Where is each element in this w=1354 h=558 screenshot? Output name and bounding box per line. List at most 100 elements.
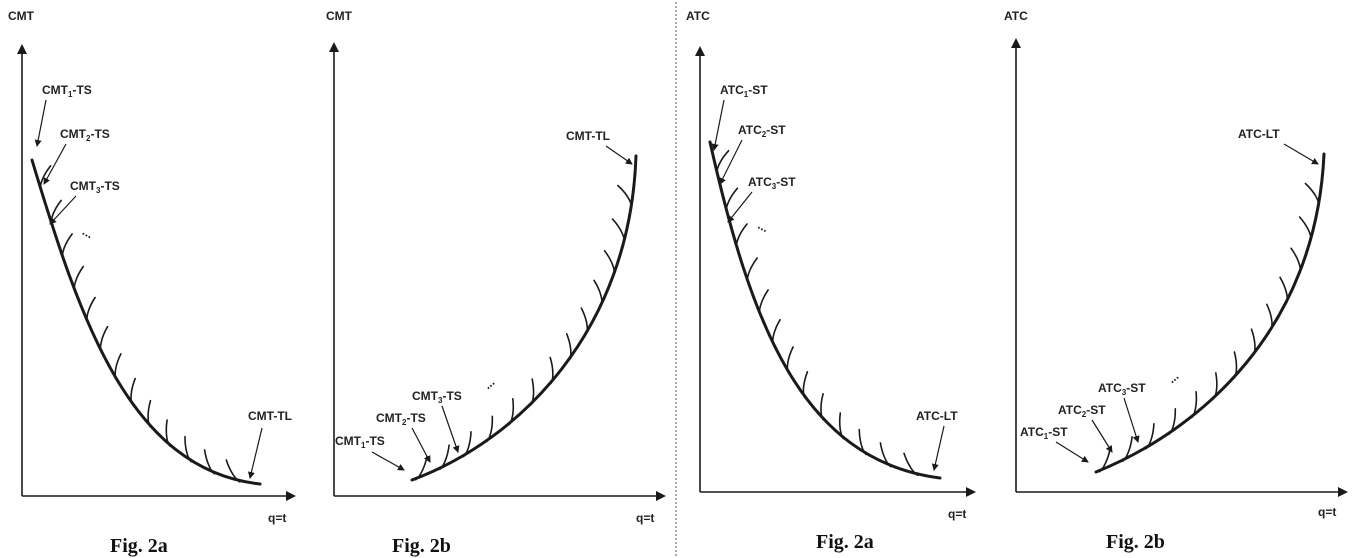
ellipsis: ...	[756, 218, 771, 235]
short-run-curve	[617, 184, 633, 209]
short-run-curve	[735, 223, 748, 249]
short-run-curve	[203, 449, 216, 475]
long-run-pointer	[605, 145, 633, 165]
short-run-curve	[486, 415, 494, 443]
pointer-1	[371, 451, 405, 471]
y-axis-label: CMT	[8, 9, 35, 23]
short-run-label-2: ATC2-ST	[1058, 403, 1106, 419]
panel-atc-decreasing: ATC q=t ATC1-ST ATC2-ST ATC3-ST ... ATC-…	[686, 9, 976, 553]
short-run-label-1: CMT1-TS	[335, 434, 385, 450]
x-axis-label: q=t	[948, 507, 966, 521]
short-run-curve	[1279, 276, 1289, 304]
pointer-2	[719, 139, 743, 185]
short-run-curve	[1168, 408, 1177, 435]
short-run-curve	[130, 377, 136, 406]
label-prefix: CMT	[42, 83, 69, 97]
short-run-curve	[73, 265, 85, 292]
short-run-curve	[549, 356, 554, 385]
long-run-curve	[410, 154, 638, 482]
short-run-curve	[611, 218, 625, 243]
short-run-curve	[1233, 351, 1238, 379]
pointer-1	[34, 99, 47, 147]
long-run-pointer	[931, 425, 945, 471]
short-run-curve	[716, 149, 730, 175]
short-run-label-3: CMT3-TS	[412, 389, 462, 405]
short-run-curve	[61, 233, 73, 259]
ellipsis: ...	[80, 224, 95, 241]
pointer-1	[711, 99, 725, 151]
short-run-curves	[716, 149, 919, 476]
short-run-curve	[165, 419, 171, 447]
short-run-curve	[802, 371, 809, 399]
short-run-curve	[1250, 328, 1256, 356]
short-run-curve	[746, 257, 758, 283]
short-run-curve	[39, 165, 52, 191]
long-run-label: ATC-LT	[916, 409, 958, 423]
ellipsis: ...	[1165, 369, 1182, 386]
short-run-curve	[786, 346, 794, 374]
short-run-curve	[603, 250, 616, 276]
y-axis-label: CMT	[326, 9, 353, 23]
short-run-label-1: ATC1-ST	[1020, 425, 1068, 441]
long-run-label: ATC-LT	[1238, 127, 1280, 141]
short-run-curve	[565, 333, 572, 361]
long-run-pointer	[1283, 143, 1319, 165]
figure-caption: Fig. 2b	[1106, 531, 1165, 553]
short-run-curve	[99, 325, 109, 353]
long-run-label: CMT-TL	[566, 129, 610, 143]
short-run-curve	[820, 393, 824, 421]
short-run-curve	[439, 444, 450, 471]
short-run-curve	[1145, 423, 1155, 450]
x-axis-label: q=t	[636, 511, 654, 525]
figure-caption: Fig. 2a	[816, 531, 874, 553]
short-run-curve	[1266, 303, 1273, 331]
short-run-curve	[838, 412, 845, 440]
short-run-curves	[39, 165, 241, 483]
short-run-curves	[1098, 182, 1320, 473]
long-run-curve	[708, 140, 942, 480]
short-run-curve	[1304, 182, 1320, 207]
short-run-curve	[86, 296, 96, 323]
short-run-curves	[415, 184, 633, 481]
long-run-curve	[30, 158, 262, 486]
short-run-curve	[758, 289, 769, 316]
short-run-curve	[879, 442, 892, 468]
short-run-curve	[903, 452, 919, 476]
short-run-label-2: ATC2-ST	[738, 123, 786, 139]
y-axis-label: ATC	[1004, 9, 1028, 23]
short-run-label-1: ATC1-ST	[720, 83, 768, 99]
short-run-curve	[1298, 216, 1312, 242]
panel-cmt-increasing: CMT q=t CMT-TL CMT1-TS CMT2-TS CMT3-TS .…	[326, 9, 666, 557]
panel-atc-increasing: ATC q=t ATC-LT ATC1-ST ATC2-ST ATC3-ST .…	[1004, 9, 1348, 553]
short-run-curve	[725, 187, 739, 213]
ellipsis: ...	[481, 375, 498, 392]
short-run-curve	[184, 435, 192, 463]
label-subscript: 1	[68, 90, 73, 99]
short-run-label-2: CMT2-TS	[60, 127, 110, 143]
short-run-label-3: ATC3-ST	[748, 175, 796, 191]
short-run-curve	[462, 431, 472, 458]
short-run-curve	[593, 279, 603, 306]
short-run-curve	[1191, 391, 1198, 419]
pointer-3	[441, 405, 460, 453]
pointer-3	[49, 195, 77, 225]
figure-caption: Fig. 2a	[110, 535, 168, 557]
short-run-label-1: CMT1-TS	[42, 83, 92, 99]
panel-cmt-decreasing: CMT q=t CMT1-TS CMT2-TS CMT3-TS ... CMT-…	[8, 9, 296, 557]
short-run-label-3: CMT3-TS	[70, 179, 120, 195]
short-run-curve	[508, 398, 515, 426]
short-run-curve	[772, 318, 781, 346]
pointer-3	[1123, 397, 1140, 443]
long-run-pointer	[247, 427, 263, 479]
short-run-curve	[225, 459, 241, 483]
long-run-label: CMT-TL	[248, 409, 292, 423]
short-run-curve	[580, 307, 589, 335]
pointer-3	[727, 191, 753, 223]
long-run-curve	[1094, 152, 1326, 474]
short-run-curve	[147, 399, 152, 428]
short-run-curve	[858, 428, 867, 456]
short-run-curve	[114, 353, 122, 380]
figure-caption: Fig. 2b	[392, 535, 451, 557]
short-run-curve	[530, 378, 535, 406]
